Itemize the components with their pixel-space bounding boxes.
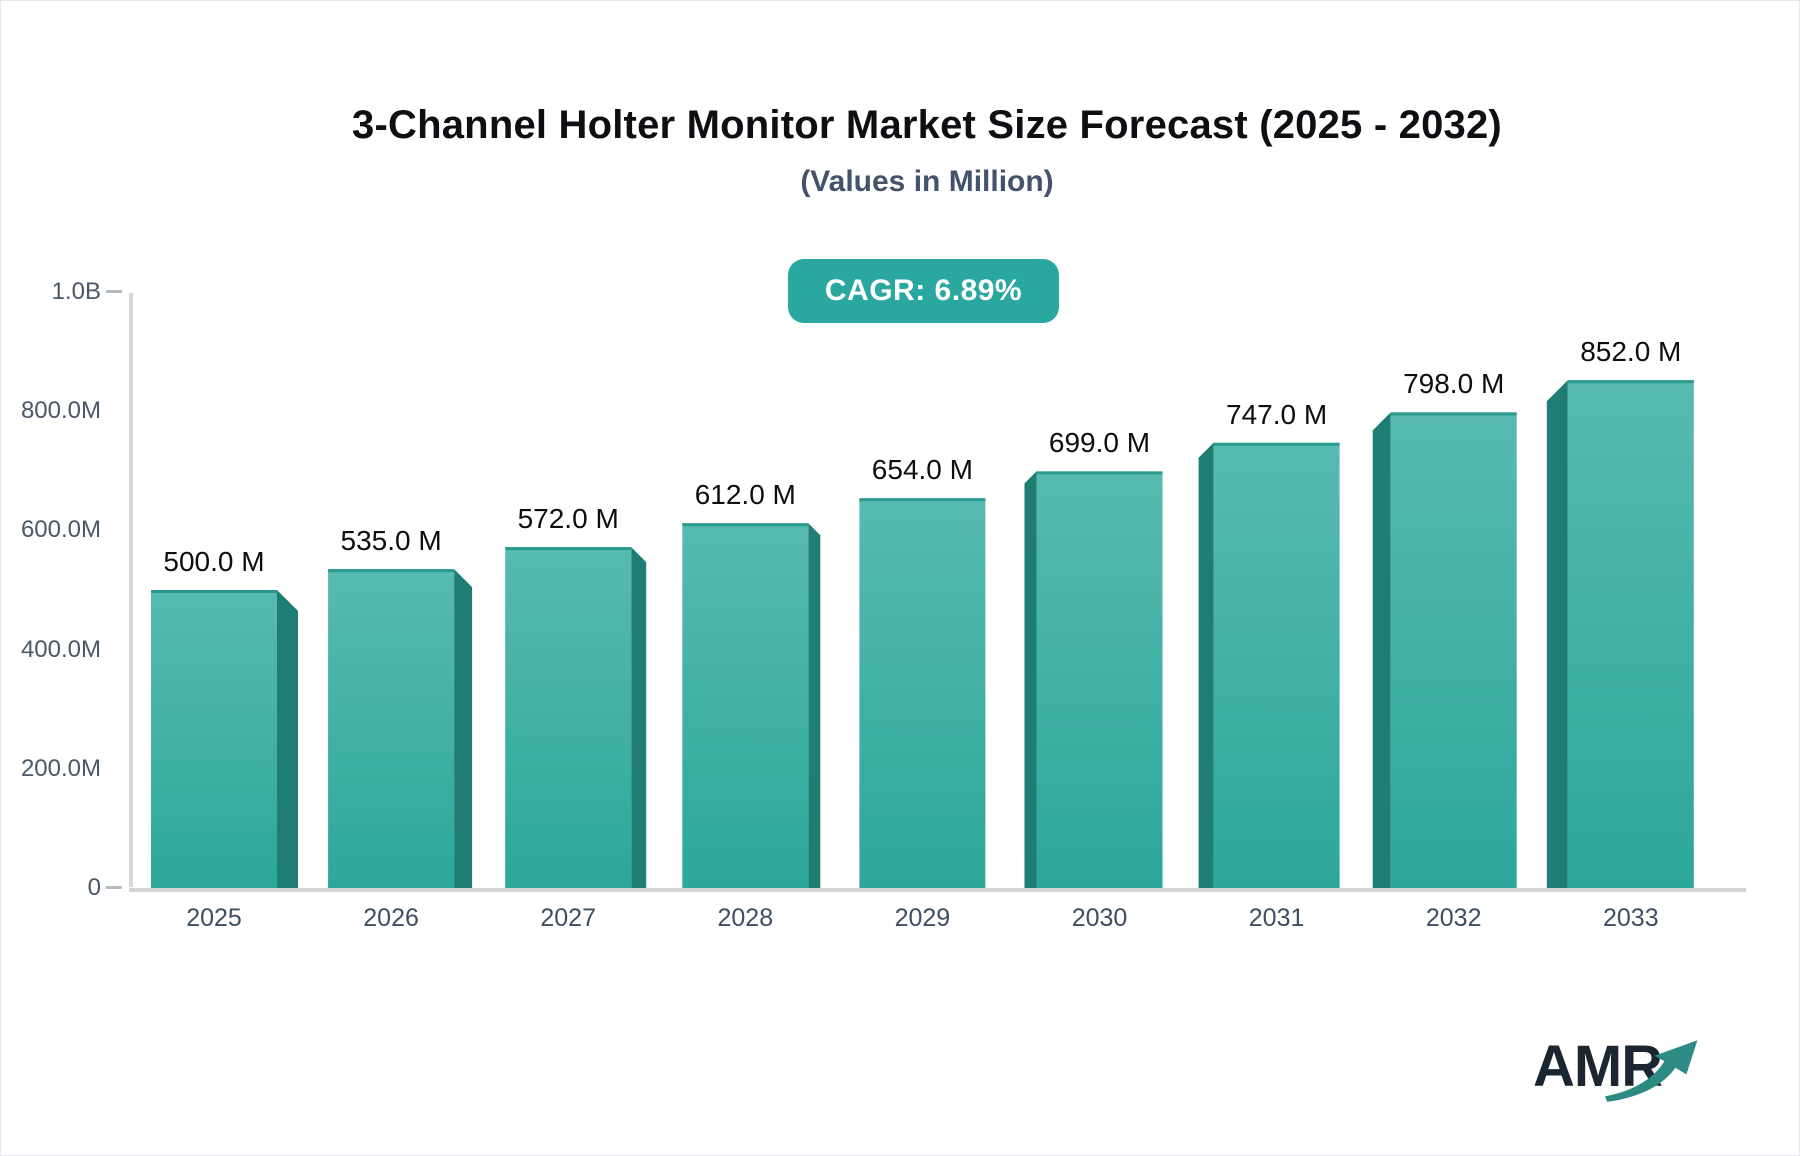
- bar-value-label: 699.0 M: [1048, 427, 1151, 459]
- bar-front-face: [151, 590, 277, 888]
- x-axis-label: 2030: [1071, 904, 1128, 932]
- y-axis-tick-label: 200.0M: [20, 754, 101, 782]
- bar-2031: [1198, 442, 1340, 888]
- bar-value-label: 535.0 M: [340, 525, 442, 557]
- bar-2025: [151, 590, 298, 888]
- bar-top-edge: [1567, 380, 1694, 384]
- bar-top-edge: [859, 498, 986, 502]
- bar-2027: [505, 547, 647, 888]
- bar-value-label: 500.0 M: [163, 546, 265, 577]
- bar-top-edge: [328, 569, 455, 573]
- bar-top-edge: [1390, 412, 1517, 416]
- bar-top-edge: [505, 547, 632, 551]
- bar-front-face: [328, 569, 455, 888]
- bar-value-label: 654.0 M: [871, 454, 973, 486]
- y-axis-tick-label: 0: [87, 874, 101, 901]
- x-axis-label: 2031: [1248, 904, 1305, 932]
- bar-2030: [1024, 471, 1163, 888]
- bar-2028: [682, 523, 821, 888]
- bar-side-face: [1024, 471, 1037, 888]
- x-axis-line: [129, 888, 1746, 892]
- x-axis-label: 2028: [717, 904, 774, 932]
- bar-front-face: [1567, 380, 1694, 888]
- bar-front-face: [505, 547, 632, 888]
- y-axis-tick-mark: [106, 290, 122, 293]
- bar-2029: [859, 498, 986, 888]
- y-axis-tick-mark: [106, 886, 122, 889]
- bar-front-face: [1390, 412, 1517, 888]
- y-axis-tick-label: 1.0B: [51, 278, 101, 305]
- amr-logo-arrow-icon: [1605, 1040, 1698, 1102]
- bar-top-edge: [1036, 471, 1163, 475]
- amr-logo: AMR: [1533, 1031, 1733, 1111]
- cagr-badge-label: CAGR: 6.89%: [824, 274, 1023, 307]
- bar-value-label: 747.0 M: [1226, 398, 1328, 430]
- x-axis-label: 2029: [894, 904, 951, 932]
- bar-2032: [1372, 412, 1517, 888]
- bar-side-face: [1198, 442, 1214, 888]
- x-axis-label: 2033: [1602, 904, 1659, 932]
- bar-front-face: [1036, 471, 1163, 888]
- bar-side-face: [277, 590, 298, 888]
- x-axis-label: 2026: [363, 904, 419, 932]
- x-axis-label: 2025: [186, 904, 242, 932]
- y-axis-tick-label: 400.0M: [20, 635, 101, 663]
- bar-value-label: 852.0 M: [1580, 336, 1682, 368]
- x-axis-label: 2027: [540, 904, 596, 932]
- bar-top-edge: [151, 590, 277, 593]
- x-axis-label: 2032: [1425, 904, 1482, 932]
- bar-side-face: [1546, 380, 1568, 888]
- bar-side-face: [454, 569, 473, 888]
- bar-2026: [328, 569, 473, 888]
- cagr-badge: CAGR: 6.89%: [788, 259, 1059, 323]
- bar-top-edge: [1213, 442, 1340, 446]
- y-axis-tick-label: 800.0M: [20, 397, 101, 425]
- bar-front-face: [859, 498, 986, 888]
- bar-side-face: [1372, 412, 1391, 888]
- bar-side-face: [808, 523, 821, 888]
- y-axis-line: [129, 293, 133, 887]
- bar-front-face: [1213, 442, 1340, 888]
- bar-2033: [1546, 380, 1694, 888]
- chart-subtitle: (Values in Million): [800, 165, 1054, 198]
- bar-side-face: [631, 547, 647, 888]
- bar-value-label: 798.0 M: [1403, 368, 1505, 400]
- chart-title: 3-Channel Holter Monitor Market Size For…: [352, 103, 1502, 147]
- bar-value-label: 612.0 M: [694, 479, 796, 511]
- bar-front-face: [682, 523, 809, 888]
- bar-value-label: 572.0 M: [517, 503, 619, 535]
- y-axis-tick-label: 600.0M: [20, 516, 101, 544]
- bar-top-edge: [682, 523, 809, 527]
